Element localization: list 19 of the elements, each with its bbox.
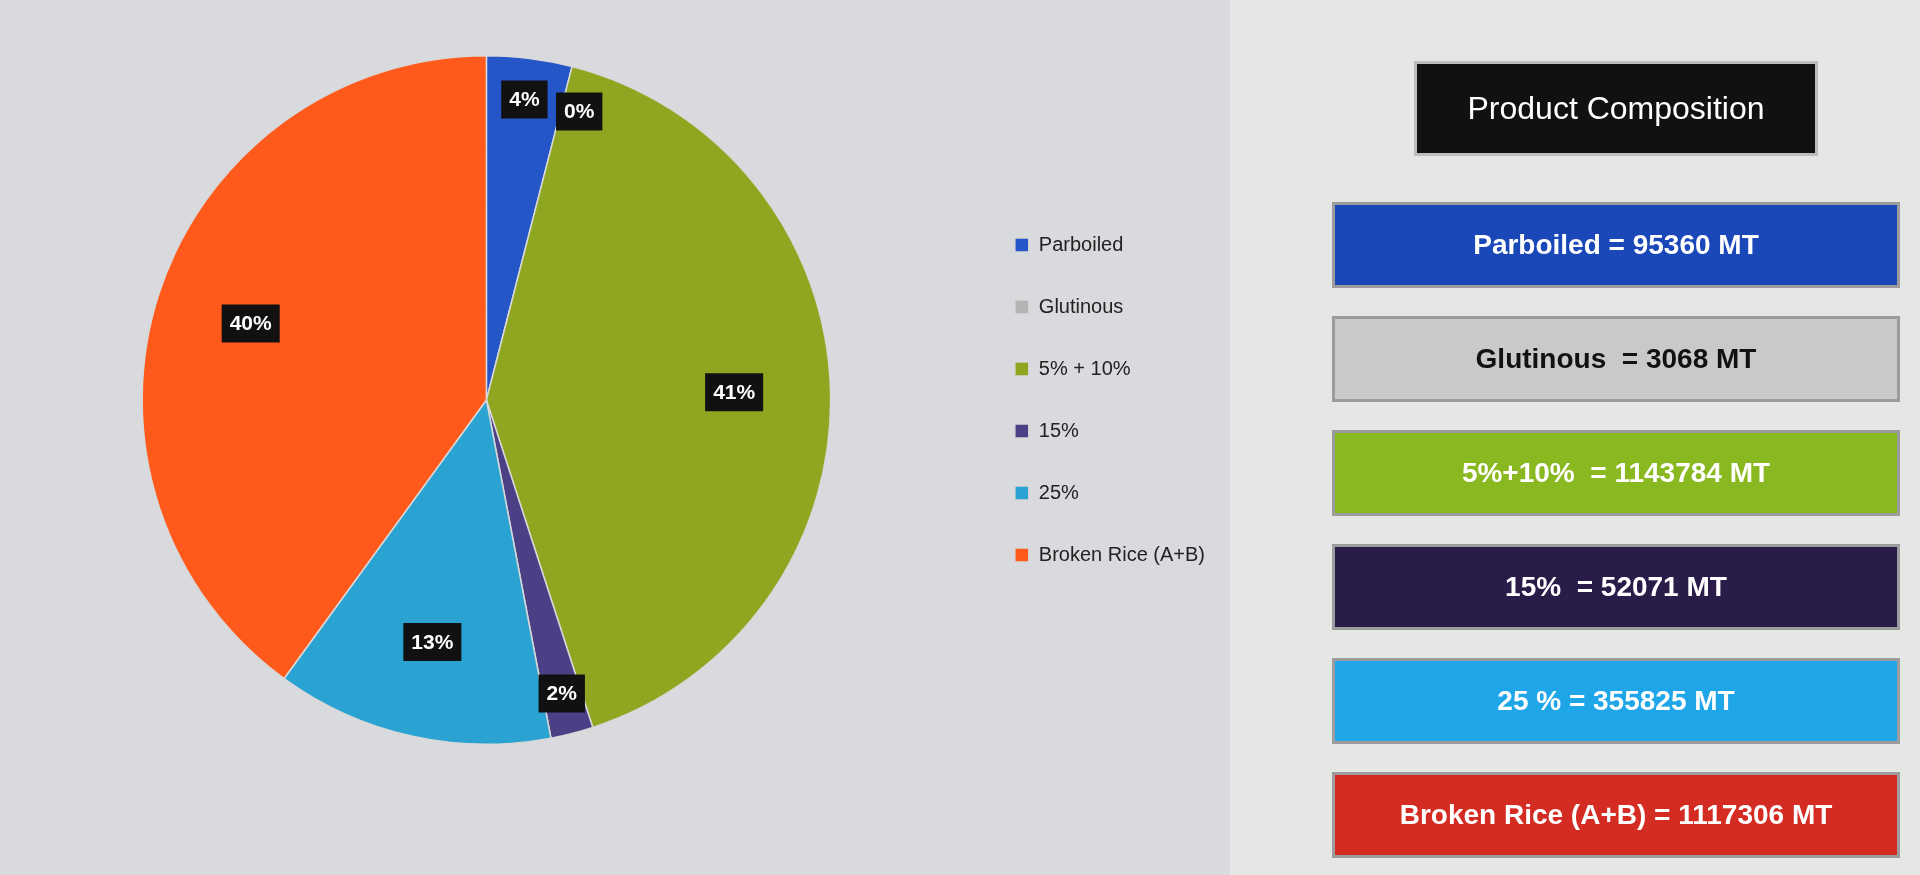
data-label: 4% bbox=[509, 87, 540, 111]
data-label: 2% bbox=[546, 681, 578, 705]
text: Glutinous = 3068 MT bbox=[1475, 343, 1757, 375]
data-label: 40% bbox=[229, 311, 273, 335]
text: 0% bbox=[564, 99, 595, 123]
legend-label: 5% + 10% bbox=[1038, 356, 1131, 379]
legend-label: 15% bbox=[1038, 418, 1080, 441]
legend-label: Broken Rice (A+B) bbox=[1038, 542, 1205, 565]
text: Broken Rice (A+B) = 1117306 MT bbox=[1399, 799, 1833, 831]
text: Product Composition bbox=[1467, 90, 1765, 127]
data-label: 41% bbox=[713, 380, 756, 404]
text: 5%+10% = 1143784 MT bbox=[1461, 457, 1771, 489]
legend-label: 25% bbox=[1038, 480, 1080, 503]
legend-label: Parboiled bbox=[1038, 232, 1124, 255]
legend-label: Glutinous bbox=[1038, 294, 1124, 317]
data-label: 13% bbox=[411, 629, 454, 653]
text: 25 % = 355825 MT bbox=[1497, 685, 1735, 717]
text: Parboiled = 95360 MT bbox=[1473, 229, 1759, 261]
text: 15% = 52071 MT bbox=[1505, 571, 1727, 603]
